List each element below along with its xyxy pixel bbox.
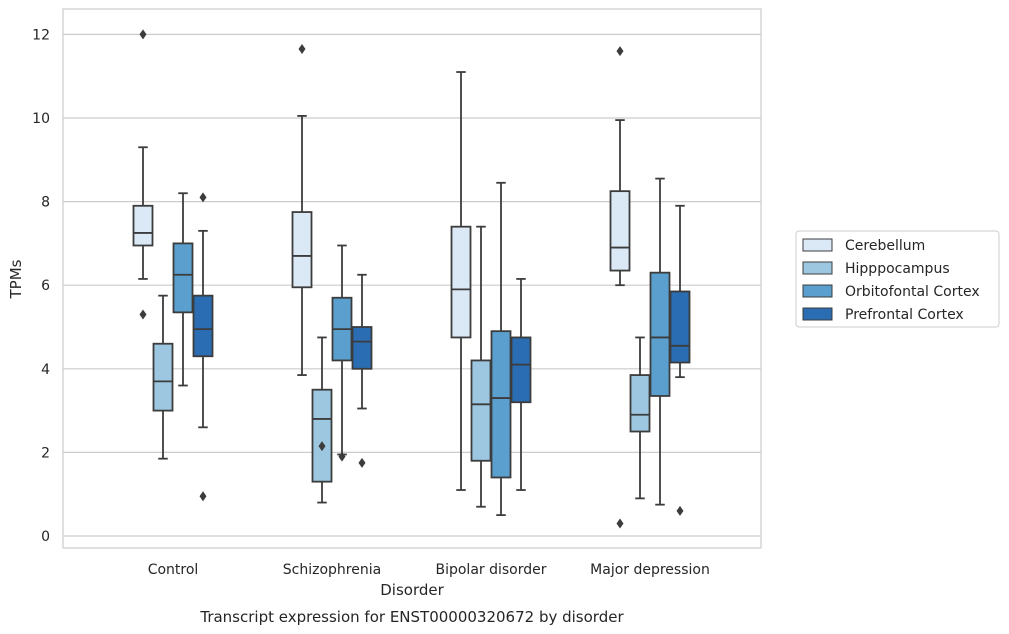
box-1-0 (291, 44, 313, 376)
box-body (311, 388, 333, 483)
box-1-3 (351, 273, 373, 468)
x-tick-label-0: Control (148, 562, 199, 578)
box-1-2 (331, 244, 353, 462)
box-body (192, 294, 214, 358)
box-body (152, 342, 174, 412)
box-3-2 (649, 177, 671, 506)
box-3-3 (669, 204, 691, 516)
legend-label-3: Prefrontal Cortex (845, 307, 964, 323)
box-body (351, 326, 373, 370)
legend: Cerebellum Hipppocampus Orbitofontal Corte… (795, 230, 1000, 328)
y-tick-label-0: 0 (41, 529, 50, 545)
box-2-1 (470, 225, 492, 508)
y-tick-label-8: 8 (41, 195, 50, 211)
outlier-0 (358, 457, 366, 468)
y-tick-label-10: 10 (32, 111, 50, 127)
box-body (609, 190, 631, 272)
outlier-0 (298, 44, 306, 55)
box-0-2 (172, 192, 194, 387)
box-2-0 (450, 71, 472, 491)
box-2-2 (490, 181, 512, 516)
box-body (510, 336, 532, 404)
box-body (669, 290, 691, 364)
legend-swatch-1 (802, 261, 833, 275)
box-0-1 (152, 294, 174, 460)
outlier-0 (676, 505, 684, 516)
box-body (132, 204, 154, 247)
outlier-0 (199, 192, 207, 203)
outlier-0 (139, 29, 147, 40)
box-body (450, 225, 472, 339)
y-axis-label: TPMs (7, 259, 25, 299)
legend-frame (795, 230, 1000, 328)
y-axis-ticks: 0 2 4 6 8 10 12 (32, 27, 50, 545)
outlier-0 (338, 451, 346, 462)
chart-caption: Transcript expression for ENST0000032067… (199, 608, 624, 626)
y-tick-label-4: 4 (41, 362, 50, 378)
box-3-1 (629, 336, 651, 500)
x-tick-label-2: Bipolar disorder (435, 562, 546, 578)
x-axis-label: Disorder (380, 581, 444, 599)
outlier-1 (139, 309, 147, 320)
box-body (490, 330, 512, 479)
box-body (629, 374, 651, 433)
box-3-0 (609, 46, 631, 529)
box-body (470, 359, 492, 462)
box-1-1 (311, 336, 333, 504)
box-body (291, 211, 313, 289)
x-tick-label-3: Major depression (590, 562, 710, 578)
box-plots (132, 29, 691, 529)
box-0-3 (192, 192, 214, 502)
x-axis-ticks: Control Schizophrenia Bipolar disorder Majo… (148, 562, 710, 578)
box-body (649, 271, 671, 397)
y-tick-label-6: 6 (41, 278, 50, 294)
outlier-1 (616, 518, 624, 529)
y-tick-label-2: 2 (41, 445, 50, 461)
legend-swatch-0 (802, 238, 833, 252)
legend-swatch-3 (802, 307, 833, 321)
legend-label-2: Orbitofontal Cortex (845, 284, 980, 300)
y-tick-label-12: 12 (32, 27, 50, 43)
legend-label-1: Hipppocampus (845, 261, 950, 277)
box-2-3 (510, 278, 532, 491)
legend-label-0: Cerebellum (845, 238, 925, 254)
box-body (172, 242, 194, 314)
legend-swatch-2 (802, 284, 833, 298)
x-tick-label-1: Schizophrenia (283, 562, 381, 578)
outlier-0 (318, 441, 326, 452)
outlier-0 (616, 46, 624, 57)
box-0-0 (132, 29, 154, 320)
plot-frame (62, 8, 762, 549)
outlier-1 (199, 491, 207, 502)
